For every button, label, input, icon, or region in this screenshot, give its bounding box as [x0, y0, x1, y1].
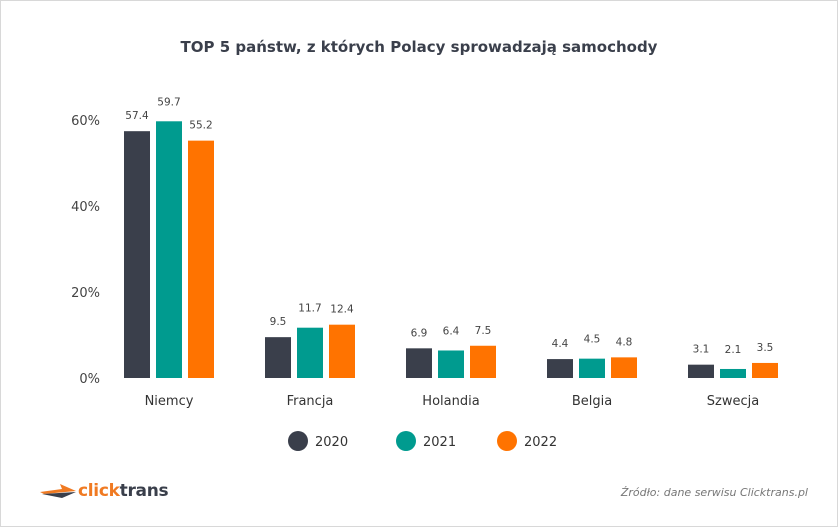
x-tick-label: Holandia: [422, 394, 479, 409]
bar-2022-Francja: [329, 324, 355, 378]
bar-2021-Francja: [297, 327, 323, 378]
bar-2020-Szwecja: [688, 364, 714, 378]
bar-2022-Niemcy: [188, 140, 214, 378]
source-note: Źródło: dane serwisu Clicktrans.pl: [620, 486, 808, 499]
legend-marker-2022: [497, 431, 517, 451]
legend-marker-2020: [288, 431, 308, 451]
bar-2022-Szwecja: [752, 362, 778, 378]
bar-2021-Belgia: [579, 358, 605, 378]
legend-label: 2020: [315, 435, 348, 450]
data-label: 57.4: [125, 110, 149, 122]
bar-2021-Szwecja: [720, 368, 746, 378]
data-label: 3.1: [693, 344, 710, 356]
chart-title: TOP 5 państw, z których Polacy sprowadza…: [180, 38, 658, 56]
bar-2020-Francja: [265, 337, 291, 378]
x-tick-label: Szwecja: [707, 394, 759, 409]
data-label: 3.5: [757, 342, 774, 354]
bar-2021-Holandia: [438, 350, 464, 378]
bar-2020-Belgia: [547, 359, 573, 378]
logo-click: click: [78, 481, 120, 501]
logo-trans: trans: [119, 481, 169, 501]
data-label: 7.5: [475, 325, 492, 337]
y-tick-label: 20%: [71, 286, 100, 301]
data-label: 55.2: [189, 120, 212, 132]
x-tick-label: Francja: [287, 394, 334, 409]
bar-2020-Holandia: [406, 348, 432, 378]
x-tick-label: Belgia: [572, 394, 612, 409]
legend-label: 2022: [524, 435, 557, 450]
y-tick-label: 0%: [79, 372, 100, 387]
data-label: 4.4: [552, 338, 569, 350]
bar-2022-Holandia: [470, 345, 496, 378]
y-tick-label: 40%: [71, 200, 100, 215]
data-label: 6.4: [443, 325, 460, 337]
data-label: 12.4: [330, 304, 354, 316]
legend-marker-2021: [396, 431, 416, 451]
data-label: 9.5: [270, 316, 287, 328]
data-label: 4.5: [584, 334, 601, 346]
logo-arrow-icon: [40, 484, 76, 498]
x-tick-label: Niemcy: [145, 394, 194, 409]
data-label: 6.9: [411, 327, 428, 339]
data-label: 2.1: [725, 344, 742, 356]
data-label: 11.7: [298, 303, 321, 315]
clicktrans-logo: clicktrans: [40, 481, 169, 501]
data-label: 59.7: [157, 96, 180, 108]
bar-2020-Niemcy: [124, 131, 150, 378]
y-tick-label: 60%: [71, 114, 100, 129]
data-label: 4.8: [616, 336, 633, 348]
bar-2022-Belgia: [611, 357, 637, 378]
legend-label: 2021: [423, 435, 456, 450]
bar-2021-Niemcy: [156, 121, 182, 378]
